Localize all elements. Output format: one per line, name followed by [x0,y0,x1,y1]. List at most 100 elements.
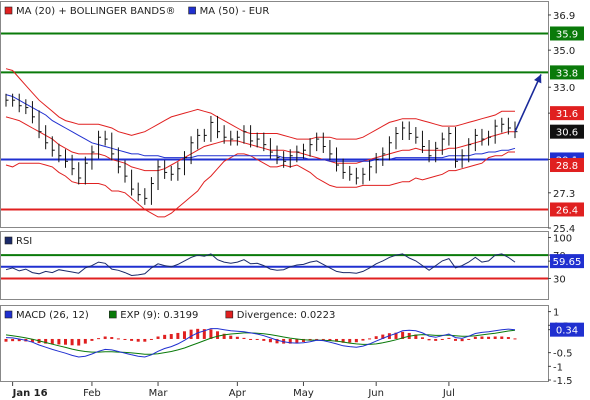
rsi-tag-label: 59.65 [553,257,582,268]
divergence-bar-64 [427,338,431,341]
divergence-bar-73 [487,336,491,339]
divergence-bar-51 [341,338,345,343]
divergence-bar-23 [156,336,160,339]
macd-legend-label-1: EXP (9): 0.3199 [120,310,198,321]
divergence-bar-25 [169,334,173,339]
price-tag-2-label: 28.8 [556,161,578,172]
macd-legend-swatch-0 [4,310,13,319]
divergence-bar-72 [480,336,484,339]
rsi-ytick-label-0: 100 [553,234,572,245]
divergence-bar-49 [328,338,332,341]
divergence-bar-7 [50,338,54,345]
price-panel-frame [0,1,549,228]
divergence-bar-38 [255,338,259,340]
macd-ytick-label-4: -1 [553,362,563,373]
price-tag-0-bg [550,106,584,121]
price-tag-1-label: 30.6 [556,128,578,139]
divergence-bar-43 [288,338,292,344]
macd-line [5,328,516,358]
divergence-bar-21 [143,338,147,342]
divergence-bar-19 [130,338,134,341]
x-tick-label-1: Feb [83,388,101,399]
divergence-bar-28 [189,329,193,339]
exp9-line [5,329,516,355]
rsi-legend-label-0: RSI [16,236,32,247]
price-legend-swatch-1 [188,6,196,15]
divergence-bar-44 [295,338,299,344]
rsi-panel-frame [0,231,549,300]
divergence-bar-71 [473,336,477,339]
ma50-line [5,94,516,162]
divergence-bar-10 [70,338,74,346]
divergence-bar-53 [354,338,358,343]
macd-ytick-label-3: -0.5 [553,349,573,360]
price-bars [5,93,518,205]
x-tick-label-4: May [293,388,314,399]
divergence-bar-74 [493,336,497,339]
divergence-bar-26 [176,332,180,339]
macd-tag-bg [550,322,584,337]
divergence-bar-41 [275,338,279,344]
divergence-bar-39 [262,338,266,341]
divergence-bar-62 [414,334,418,339]
price-tag-1-bg [550,124,584,139]
bollinger-upper-line [5,68,515,140]
rsi-level-lines [1,254,548,280]
price-legend-label-0: MA (20) + BOLLINGER BANDS® [16,6,175,17]
divergence-bar-37 [249,338,253,340]
x-tick-label-3: Apr [229,388,247,399]
rsi-tags: 59.65 [550,254,584,269]
divergence-bar-6 [44,338,48,344]
price-tags: 35.933.829.126.431.630.628.8 [550,26,584,217]
divergence-bar-55 [368,338,372,340]
forecast-arrow-shaft [514,74,542,133]
x-tick-label-0: Jan 16 [12,388,48,399]
divergence-bar-13 [90,338,94,341]
level-tag-3-bg [550,202,584,217]
divergence-bar-63 [420,337,424,339]
divergence-bar-36 [242,337,246,339]
rsi-line [5,253,516,277]
divergence-bar-47 [315,338,319,340]
level-tag-0-label: 35.9 [556,29,578,40]
price-legend: MA (20) + BOLLINGER BANDS® MA (50) - EUR [4,6,269,17]
x-tick-label-5: Jun [367,388,384,399]
divergence-bar-65 [434,338,438,341]
level-tag-3-label: 26.4 [556,205,578,216]
x-axis: Jan 16 Feb Mar Apr May Jun Jul [12,382,455,399]
price-y-axis: 36.935.033.031.629.127.325.4 [548,11,575,235]
price-ytick-label-6: 25.4 [553,224,575,235]
divergence-bar-31 [209,329,213,339]
divergence-bar-59 [394,332,398,339]
divergence-bar-33 [222,333,226,339]
divergence-bar-12 [83,338,87,344]
divergence-bar-75 [500,336,504,339]
divergence-bar-54 [361,338,365,341]
divergence-bar-35 [235,336,239,339]
x-tick-label-2: Mar [149,388,169,399]
divergence-bar-9 [63,338,67,345]
divergence-bar-20 [136,338,140,342]
divergence-bar-66 [440,338,444,340]
macd-divergence-bars [4,328,517,346]
price-ytick-label-5: 27.3 [553,189,575,200]
macd-lines [5,328,516,358]
divergence-bar-22 [149,338,153,340]
macd-tags: 0.34 [550,322,584,337]
divergence-bar-57 [381,334,385,339]
divergence-bar-60 [401,331,405,339]
divergence-bar-68 [454,338,458,341]
divergence-bar-50 [335,338,339,342]
macd-legend-swatch-2 [225,310,234,319]
divergence-bar-70 [467,338,471,340]
bollinger-bands [5,68,516,218]
rsi-ytick-label-3: 30 [553,274,566,285]
divergence-bar-14 [97,338,101,340]
macd-ytick-label-0: 1 [553,308,559,319]
divergence-bar-16 [110,337,114,339]
divergence-bar-69 [460,338,464,342]
macd-legend-label-0: MACD (26, 12) [16,310,89,321]
macd-legend-swatch-1 [109,310,117,319]
divergence-bar-24 [163,334,167,339]
